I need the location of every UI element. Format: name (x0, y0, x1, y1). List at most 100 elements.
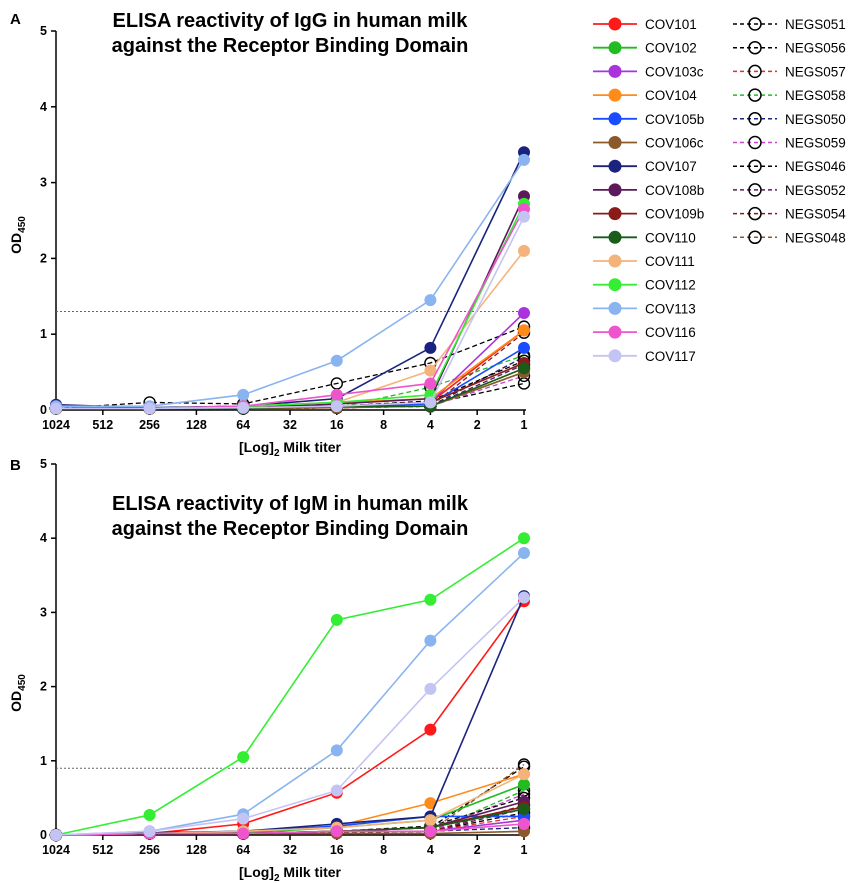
panel-a-x-tick-label: 2 (474, 418, 481, 432)
panel-b-point-cov116 (518, 817, 530, 830)
panel-b-series-cov113 (50, 547, 530, 841)
legend-label-cov109b: COV109b (645, 207, 704, 222)
panel-b-point-cov117 (518, 591, 530, 604)
legend-item-negs048: NEGS048 (733, 230, 846, 245)
panel-b-x-tick-label: 1024 (42, 843, 70, 857)
panel-a-y-tick-label: 5 (40, 24, 47, 38)
panel-b-line-negs048 (55, 763, 525, 836)
panel-b-x-tick-label: 8 (380, 843, 387, 857)
legend-label-negs051: NEGS051 (785, 17, 846, 32)
panel-a-x-axis-label: [Log]2 Milk titer (239, 439, 342, 459)
panel-b-x-tick-label: 256 (139, 843, 160, 857)
panel-a-point-cov111 (518, 244, 530, 257)
panel-b-y-tick-label: 5 (40, 457, 47, 471)
legend-marker-cov110 (608, 230, 622, 244)
panel-b-point-cov102 (518, 778, 530, 791)
panel-b-point-cov111 (518, 768, 530, 781)
legend-marker-cov108b (608, 183, 622, 197)
panel-b-point-cov112 (518, 532, 530, 545)
panel-b-line-cov113 (55, 552, 525, 836)
panel-a-point-cov103c (518, 306, 530, 319)
legend-marker-negs057 (748, 64, 762, 79)
panel-b-x-tick-label: 64 (236, 843, 250, 857)
panel-b-point-cov113 (330, 744, 343, 757)
panel-b-point-cov117 (237, 812, 250, 825)
panel-b-point-cov113 (518, 547, 530, 560)
legend-label-negs059: NEGS059 (785, 136, 846, 151)
legend-marker-negs048 (748, 230, 762, 245)
legend-marker-negs050 (748, 112, 762, 126)
legend-item-negs052: NEGS052 (733, 183, 846, 198)
legend-item-negs046: NEGS046 (733, 159, 846, 174)
legend-item-cov111: COV111 (593, 254, 695, 269)
panel-b-point-cov117 (50, 829, 62, 841)
legend-marker-negs051 (748, 17, 762, 31)
panel-a-title-line1: ELISA reactivity of IgG in human milk (113, 10, 469, 32)
panel-a-title-line2: against the Receptor Binding Domain (112, 35, 469, 57)
panel-a-line-cov113 (56, 159, 525, 408)
panel-a-point-cov117 (518, 210, 530, 223)
legend-label-negs056: NEGS056 (785, 41, 846, 56)
legend-marker-cov116 (608, 325, 622, 339)
legend-label-cov105b: COV105b (645, 112, 704, 127)
legend-label-cov116: COV116 (645, 325, 696, 340)
legend-item-negs057: NEGS057 (733, 64, 846, 79)
panel-b-line-cov107 (55, 595, 525, 836)
legend-marker-negs052 (748, 183, 762, 197)
panel-b-y-tick-label: 4 (40, 531, 47, 545)
panel-a-x-tick-label: 1 (521, 418, 528, 432)
panel-b-y-tick-label: 0 (40, 828, 47, 842)
legend-item-cov112: COV112 (593, 278, 696, 293)
panel-b-y-tick-label: 2 (40, 680, 47, 694)
panel-a-y-tick-label: 1 (40, 327, 47, 341)
legend-item-negs051: NEGS051 (733, 17, 846, 32)
panel-a-point-cov117 (330, 400, 343, 413)
legend-marker-negs054 (748, 206, 762, 221)
legend-label-cov102: COV102 (645, 41, 697, 56)
legend-label-cov117: COV117 (645, 349, 696, 364)
legend-item-cov117: COV117 (593, 349, 696, 364)
panel-a-x-tick-label: 64 (236, 418, 250, 432)
panel-b-point-cov112 (330, 613, 343, 626)
panel-b-point-cov113 (424, 634, 437, 647)
legend-item-negs058: NEGS058 (733, 88, 846, 103)
legend-item-cov107: COV107 (593, 159, 697, 174)
panel-b-point-cov112 (424, 593, 437, 606)
legend-marker-cov109b (608, 207, 622, 221)
panel-a-y-tick-label: 2 (40, 251, 47, 265)
panel-b-point-cov112 (237, 751, 250, 764)
panel-b-point-cov116 (237, 827, 250, 840)
panel-a-line-cov108b (56, 195, 525, 410)
legend-item-cov105b: COV105b (593, 112, 704, 127)
legend-marker-cov101 (608, 17, 622, 31)
legend: COV101 COV102 COV103c COV104 COV105b COV106c C… (593, 17, 846, 364)
panel-a-series-cov107 (50, 146, 530, 414)
panel-b-line-cov117 (55, 596, 525, 836)
legend-label-cov107: COV107 (645, 159, 697, 174)
legend-label-cov111: COV111 (645, 254, 695, 269)
panel-b-y-axis-label: OD450 (8, 674, 28, 712)
panel-letter-a: A (10, 11, 21, 28)
panel-b-point-cov112 (143, 808, 156, 821)
legend-label-cov113: COV113 (645, 301, 696, 316)
panel-b-x-tick-label: 512 (92, 843, 113, 857)
panel-b-plot: 0 1 2 3 4 5 1024 512 256 128 64 32 16 8 4 2 1 (40, 457, 531, 857)
legend-label-cov104: COV104 (645, 88, 697, 103)
panel-b-point-cov110 (518, 803, 530, 816)
panel-b-x-tick-label: 16 (330, 843, 344, 857)
legend-marker-cov107 (608, 159, 622, 173)
legend-label-cov110: COV110 (645, 230, 696, 245)
legend-marker-cov102 (608, 41, 622, 55)
legend-item-negs056: NEGS056 (733, 41, 846, 56)
panel-a-point-cov105b (518, 341, 530, 354)
panel-a-point-cov107 (424, 341, 437, 354)
legend-marker-cov106c (608, 136, 622, 149)
legend-marker-cov117 (608, 349, 622, 363)
panel-a-point-cov113 (518, 153, 530, 166)
legend-label-cov101: COV101 (645, 17, 697, 32)
legend-marker-cov112 (608, 278, 622, 292)
panel-b-point-cov116 (424, 825, 437, 838)
panel-a-x-tick-label: 512 (92, 418, 113, 432)
legend-item-cov106c: COV106c (593, 136, 704, 151)
panel-b-x-axis-label: [Log]2 Milk titer (239, 864, 342, 883)
